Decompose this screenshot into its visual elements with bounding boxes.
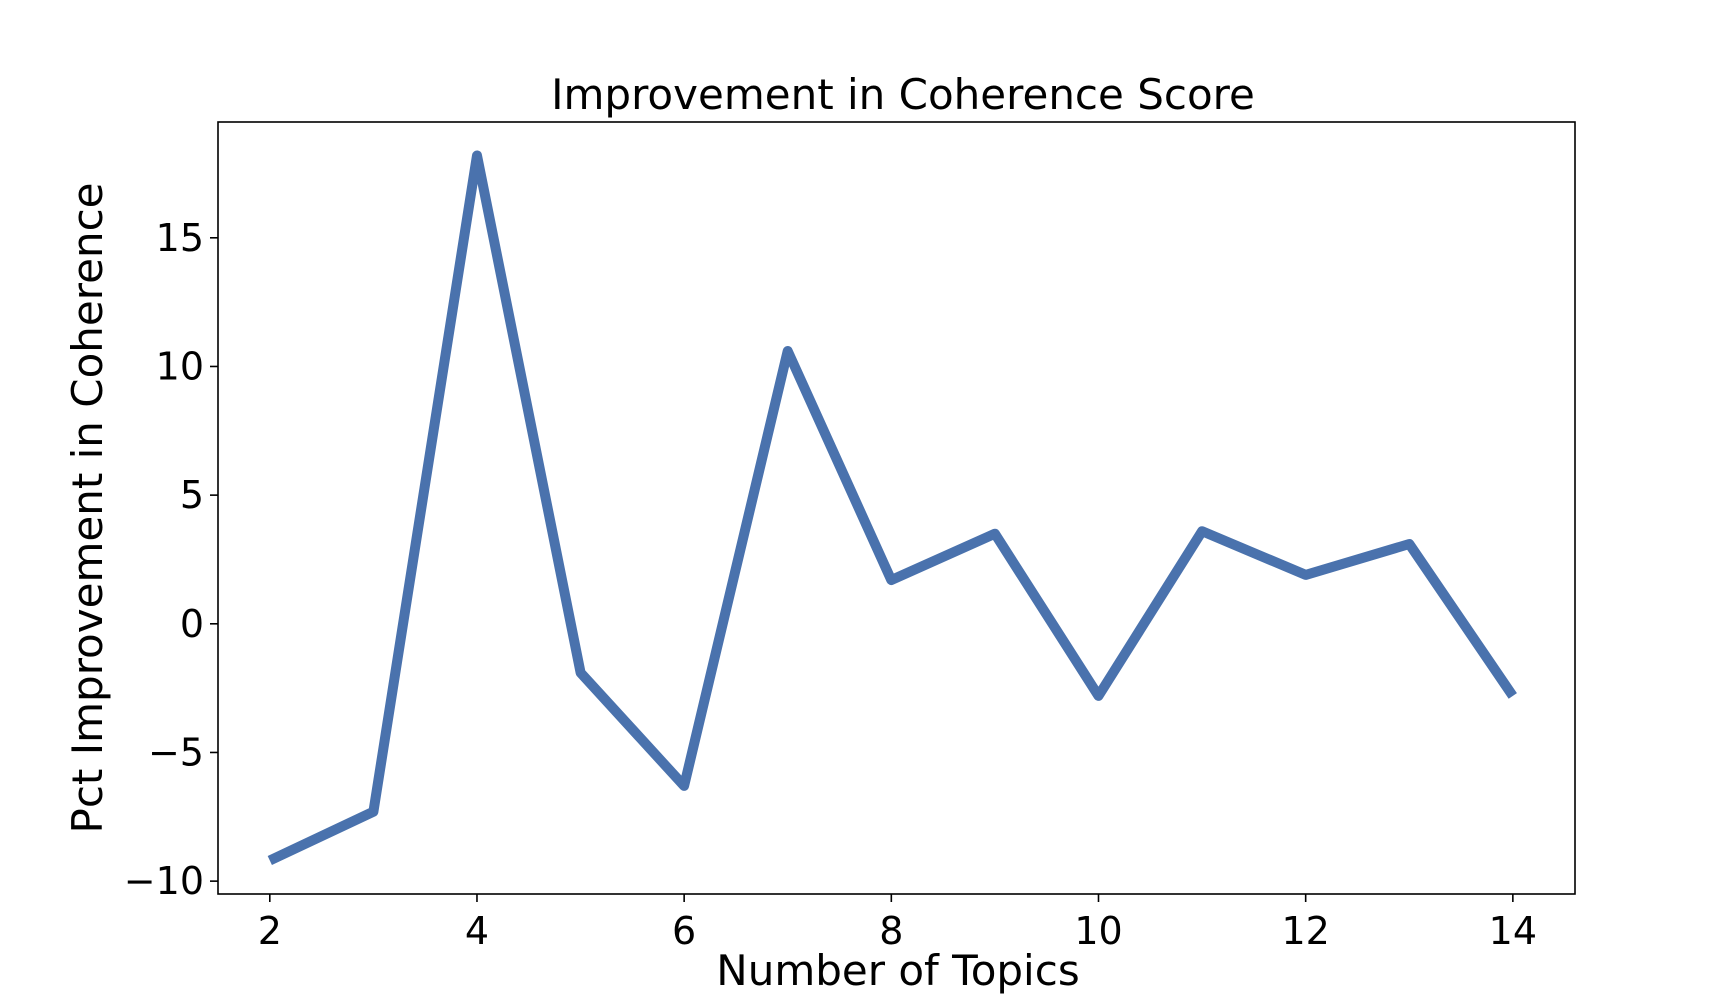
series-line-0 xyxy=(267,150,1517,866)
y-tick-label: 15 xyxy=(156,216,204,260)
x-tick-label: 2 xyxy=(258,909,282,953)
x-tick-label: 10 xyxy=(1074,909,1122,953)
y-tick-label: 0 xyxy=(180,602,204,646)
y-tick-label: 10 xyxy=(156,344,204,388)
y-tick-label: −10 xyxy=(124,859,204,903)
y-tick-label: 5 xyxy=(180,473,204,517)
x-tick-label: 14 xyxy=(1489,909,1537,953)
x-axis-label: Number of Topics xyxy=(716,946,1079,995)
chart-title: Improvement in Coherence Score xyxy=(551,70,1255,119)
plot-area-frame xyxy=(217,121,1576,895)
y-axis: −10 −5 0 5 10 15 xyxy=(124,216,218,903)
y-axis-label: Pct Improvement in Coherence xyxy=(63,183,112,834)
x-tick-label: 8 xyxy=(879,909,903,953)
series-layer xyxy=(267,150,1517,866)
x-tick-label: 6 xyxy=(672,909,696,953)
x-tick-label: 4 xyxy=(465,909,489,953)
x-tick-label: 12 xyxy=(1281,909,1329,953)
x-axis: 2 4 6 8 10 12 14 xyxy=(258,894,1537,953)
y-tick-label: −5 xyxy=(148,730,204,774)
